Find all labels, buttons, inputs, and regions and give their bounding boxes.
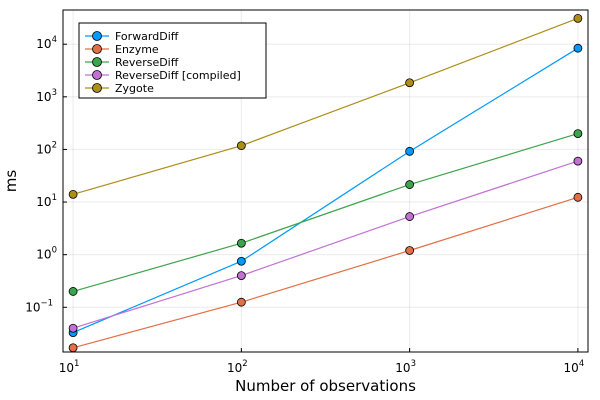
axis-ticks: 101 102 103 104 10−1 100 101 102 103 104 (25, 35, 584, 375)
x-tick-label: 103 (395, 359, 416, 375)
legend: ForwardDiffEnzymeReverseDiffReverseDiff … (78, 22, 267, 99)
series-group (68, 13, 583, 353)
series-enzyme (68, 192, 583, 353)
data-point (405, 180, 415, 189)
data-point (236, 271, 246, 280)
plot-frame (62, 9, 589, 353)
x-tick-label: 101 (59, 359, 80, 375)
data-point (405, 146, 415, 156)
legend-marker (92, 83, 102, 93)
series-line (72, 17, 579, 195)
data-point (236, 238, 246, 248)
legend-marker (92, 70, 102, 80)
y-tick-label: 102 (36, 140, 57, 156)
y-axis-title: ms (2, 170, 20, 193)
legend-marker (92, 31, 102, 41)
legend-label: Zygote (115, 82, 154, 95)
series-line (72, 160, 579, 329)
x-axis-title: Number of observations (235, 377, 416, 395)
data-point (573, 43, 583, 53)
series-reversediff-compiled (68, 156, 583, 333)
series-line (72, 133, 579, 293)
legend-marker (92, 44, 102, 54)
series-zygote (68, 13, 583, 199)
x-tick-label: 102 (227, 359, 248, 375)
data-point (236, 297, 246, 307)
data-point (68, 287, 78, 296)
data-point (68, 189, 78, 199)
series-line (72, 47, 579, 334)
data-point (68, 343, 78, 353)
y-tick-label: 103 (36, 88, 57, 104)
series-line (72, 196, 579, 349)
data-point (68, 323, 78, 333)
data-point (573, 13, 583, 23)
legend-label: ReverseDiff (115, 56, 179, 69)
legend-label: Enzyme (115, 43, 159, 56)
data-point (573, 156, 583, 166)
series-reversediff (68, 129, 583, 296)
data-point (573, 192, 583, 202)
data-point (405, 246, 415, 255)
x-tick-label: 104 (564, 359, 585, 375)
legend-label: ReverseDiff [compiled] (115, 69, 241, 82)
legend-box (78, 22, 267, 99)
y-tick-label: 10−1 (25, 298, 53, 314)
data-point (236, 256, 246, 266)
y-tick-label: 101 (36, 193, 57, 209)
data-point (236, 141, 246, 151)
y-tick-label: 100 (36, 246, 57, 262)
data-point (573, 129, 583, 138)
legend-marker (92, 57, 102, 67)
data-point (405, 78, 415, 88)
y-tick-label: 104 (36, 35, 57, 51)
legend-label: ForwardDiff (115, 30, 179, 43)
data-point (405, 212, 415, 221)
